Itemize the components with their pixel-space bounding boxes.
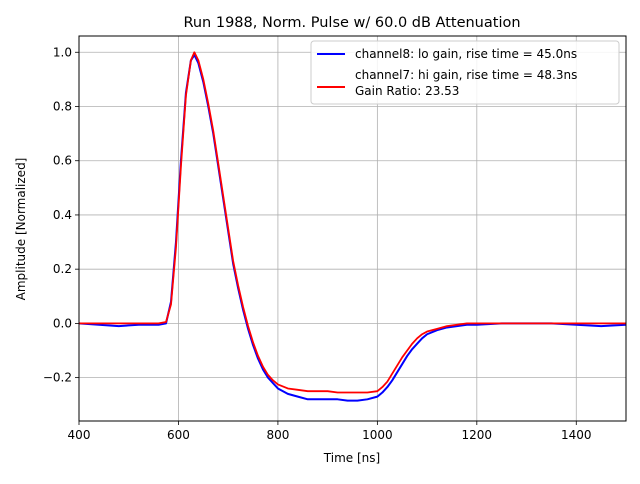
y-tick-label: 1.0 xyxy=(53,45,72,59)
series-group xyxy=(78,51,627,402)
y-tick-label: 0.8 xyxy=(53,99,72,113)
grid xyxy=(78,36,626,421)
legend-box xyxy=(310,40,620,105)
legend-gain-ratio: Gain Ratio: 23.53 xyxy=(355,84,459,98)
axis-ticks: 400 600 800 1000 1200 1400 −0.2 0.0 0.2 0.4 0.6 0.8… xyxy=(43,45,592,442)
y-tick-label: 0.6 xyxy=(53,154,72,168)
y-tick-label: 0.4 xyxy=(53,208,72,222)
x-tick-label: 1000 xyxy=(362,428,393,442)
y-tick-label: −0.2 xyxy=(43,371,72,385)
y-tick-label: 0.2 xyxy=(53,262,72,276)
legend-label-channel8: channel8: lo gain, rise time = 45.0ns xyxy=(355,47,577,61)
x-axis-label: Time [ns] xyxy=(323,451,380,465)
x-tick-label: 800 xyxy=(266,428,289,442)
x-tick-label: 1400 xyxy=(561,428,592,442)
series-line-channel7 xyxy=(79,51,626,394)
x-tick-label: 400 xyxy=(68,428,91,442)
x-tick-label: 600 xyxy=(167,428,190,442)
x-tick-label: 1200 xyxy=(462,428,493,442)
legend-label-channel7: channel7: hi gain, rise time = 48.3ns xyxy=(355,68,577,82)
legend: channel8: lo gain, rise time = 45.0ns ch… xyxy=(310,40,620,105)
y-tick-label: 0.0 xyxy=(53,316,72,330)
chart-title: Run 1988, Norm. Pulse w/ 60.0 dB Attenua… xyxy=(183,15,520,31)
plot-frame xyxy=(78,35,627,422)
y-axis-label: Amplitude [Normalized] xyxy=(14,158,28,301)
